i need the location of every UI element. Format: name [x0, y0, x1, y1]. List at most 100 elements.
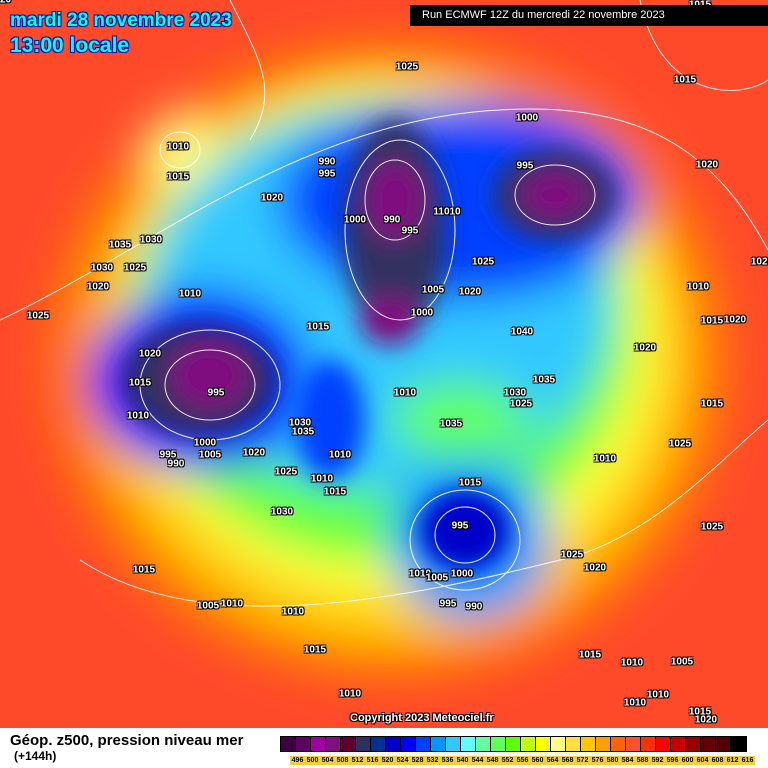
legend-swatch	[356, 737, 371, 751]
pressure-label: 1010	[178, 288, 202, 300]
pressure-label: 1010	[328, 449, 352, 461]
pressure-label: 1025	[274, 466, 298, 478]
pressure-label: 1025	[26, 310, 50, 322]
lead-time: (+144h)	[14, 749, 57, 763]
pressure-label: 1020	[138, 348, 162, 360]
legend-label: 572	[575, 756, 590, 765]
pressure-label: 1035	[532, 374, 556, 386]
legend-swatch	[326, 737, 341, 751]
pressure-label: 1020	[260, 192, 284, 204]
legend-swatch	[536, 737, 551, 751]
pressure-label: 1010	[408, 568, 432, 580]
legend-label: 540	[455, 756, 470, 765]
pressure-label: 1025	[471, 256, 495, 268]
isobars	[0, 0, 768, 607]
pressure-label: 1035	[439, 418, 463, 430]
legend-label: 576	[590, 756, 605, 765]
pressure-label: 995	[318, 168, 336, 180]
legend-swatch	[386, 737, 401, 751]
legend-label: 596	[665, 756, 680, 765]
legend-label: 604	[695, 756, 710, 765]
pressure-label: 1015	[128, 377, 152, 389]
pressure-label: 1030	[503, 387, 527, 399]
legend-swatch	[671, 737, 686, 751]
pressure-label: 1015	[578, 649, 602, 661]
pressure-label: 1000	[343, 214, 367, 226]
legend-swatch	[716, 737, 731, 751]
pressure-label: 1015	[700, 398, 724, 410]
pressure-label: 11010	[433, 206, 461, 218]
pressure-label: 1015	[132, 564, 156, 576]
legend-label: 548	[485, 756, 500, 765]
pressure-label: 1010	[166, 141, 190, 153]
pressure-label: 1010	[220, 598, 244, 610]
legend-labels: 496 500 504 508 512 516 520 524 528 532 536 540 544 5…	[290, 756, 755, 765]
pressure-label: 1010	[620, 657, 644, 669]
pressure-label: 990	[465, 601, 483, 613]
pressure-label: 1020	[458, 286, 482, 298]
legend-swatch	[281, 737, 296, 751]
legend-swatch	[626, 737, 641, 751]
forecast-date: mardi 28 novembre 2023	[10, 10, 232, 31]
legend-label: 496	[290, 756, 305, 765]
legend-label: 512	[350, 756, 365, 765]
pressure-label: 1025	[509, 398, 533, 410]
legend-swatch	[476, 737, 491, 751]
legend-swatch	[641, 737, 656, 751]
legend-label: 616	[740, 756, 755, 765]
pressure-label: 1025	[123, 262, 147, 274]
pressure-label: 1035	[108, 239, 132, 251]
pressure-label: 1015	[166, 171, 190, 183]
legend-swatch	[521, 737, 536, 751]
legend-label: 536	[440, 756, 455, 765]
legend-label: 532	[425, 756, 440, 765]
pressure-label: 1010	[126, 410, 150, 422]
pressure-label: 990	[318, 156, 336, 168]
pressure-label: 1030	[90, 262, 114, 274]
pressure-label: 1010	[646, 689, 670, 701]
pressure-label: 1020	[633, 342, 657, 354]
pressure-label: 1020	[750, 256, 768, 268]
legend-swatch	[611, 737, 626, 751]
legend-label: 588	[635, 756, 650, 765]
pressure-label: 1015	[673, 74, 697, 86]
pressure-label: 995	[439, 598, 457, 610]
legend-swatch	[566, 737, 581, 751]
pressure-label: 1015	[306, 321, 330, 333]
legend-swatch	[401, 737, 416, 751]
legend-label: 500	[305, 756, 320, 765]
pressure-label: 1025	[700, 521, 724, 533]
pressure-label: 1010	[686, 281, 710, 293]
legend-swatch	[506, 737, 521, 751]
legend-label: 516	[365, 756, 380, 765]
pressure-label: 1005	[670, 656, 694, 668]
pressure-label: 1020	[694, 714, 718, 726]
pressure-label: 1005	[425, 572, 449, 584]
pressure-label: 1010	[593, 453, 617, 465]
pressure-label: 1025	[668, 438, 692, 450]
pressure-label: 1005	[196, 600, 220, 612]
pressure-label: 1010	[393, 387, 417, 399]
forecast-time: 13:00 locale	[10, 34, 130, 57]
pressure-label: 1015	[323, 486, 347, 498]
pressure-label: 1020	[583, 562, 607, 574]
legend-label: 568	[560, 756, 575, 765]
pressure-label: 1000	[450, 568, 474, 580]
pressure-label: 995	[516, 160, 534, 172]
legend-label: 612	[725, 756, 740, 765]
legend-swatch	[416, 737, 431, 751]
pressure-label: 1035	[291, 426, 315, 438]
legend-label: 608	[710, 756, 725, 765]
pressure-label: 1040	[510, 326, 534, 338]
legend-label: 552	[500, 756, 515, 765]
pressure-label: 1025	[560, 549, 584, 561]
pressure-label: 1000	[193, 437, 217, 449]
pressure-label: 1020	[695, 159, 719, 171]
legend-swatch	[686, 737, 701, 751]
legend-swatch	[446, 737, 461, 751]
legend-swatch	[341, 737, 356, 751]
pressure-label: 1015	[458, 477, 482, 489]
pressure-label: 1000	[515, 112, 539, 124]
legend-label: 556	[515, 756, 530, 765]
pressure-label: 995	[207, 387, 225, 399]
